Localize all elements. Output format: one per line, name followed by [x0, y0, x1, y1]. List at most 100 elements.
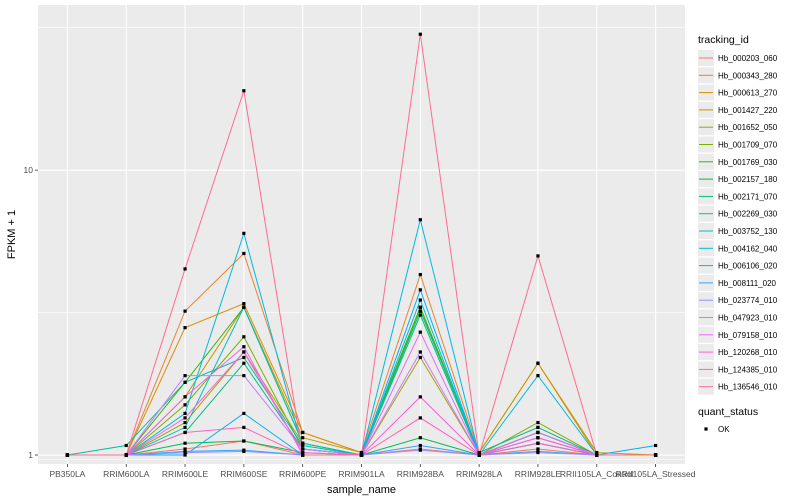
data-point — [419, 436, 422, 439]
data-point — [242, 412, 245, 415]
legend-label: Hb_000613_270 — [718, 89, 778, 98]
data-point — [536, 451, 539, 454]
x-tick-label: RRII105LA_Stressed — [616, 469, 696, 479]
data-point — [419, 273, 422, 276]
shape-legend-label: OK — [718, 425, 730, 434]
x-tick-label: RRIM928LE — [515, 469, 562, 479]
data-point — [301, 453, 304, 456]
data-point — [536, 431, 539, 434]
data-point — [536, 362, 539, 365]
data-point — [419, 306, 422, 309]
data-point — [419, 444, 422, 447]
x-tick-label: PB350LA — [49, 469, 85, 479]
x-tick-label: RRIM600PE — [279, 469, 327, 479]
legend-label: Hb_000343_280 — [718, 71, 778, 80]
data-point — [419, 310, 422, 313]
data-point — [360, 453, 363, 456]
data-point — [419, 218, 422, 221]
x-tick-label: RRIM928LA — [456, 469, 503, 479]
legend-label: Hb_002157_180 — [718, 175, 778, 184]
data-point — [183, 374, 186, 377]
data-point — [183, 431, 186, 434]
data-point — [242, 450, 245, 453]
data-point — [419, 331, 422, 334]
legend-label: Hb_004162_040 — [718, 244, 778, 253]
x-axis-title: sample_name — [327, 484, 396, 496]
legend-label: Hb_124385_010 — [718, 365, 778, 374]
legend-label: Hb_047923_010 — [718, 314, 778, 323]
data-point — [536, 426, 539, 429]
legend-label: Hb_001709_070 — [718, 141, 778, 150]
data-point — [242, 350, 245, 353]
data-point — [419, 33, 422, 36]
data-point — [183, 451, 186, 454]
data-point — [183, 403, 186, 406]
legend-label: Hb_000203_060 — [718, 54, 778, 63]
data-point — [419, 350, 422, 353]
data-point — [419, 395, 422, 398]
legend-label: Hb_079158_010 — [718, 331, 778, 340]
data-point — [183, 395, 186, 398]
legend-label: Hb_001769_030 — [718, 158, 778, 167]
data-point — [125, 453, 128, 456]
data-point — [301, 431, 304, 434]
legend-label: Hb_008111_020 — [718, 279, 777, 288]
data-point — [242, 362, 245, 365]
x-tick-label: RRIM928BA — [397, 469, 445, 479]
y-axis-title: FPKM + 1 — [6, 210, 18, 259]
data-point — [478, 453, 481, 456]
data-point — [419, 356, 422, 359]
data-point — [66, 453, 69, 456]
legend-label: Hb_006106_020 — [718, 262, 778, 271]
data-point — [595, 453, 598, 456]
legend-label: Hb_001427_220 — [718, 106, 778, 115]
data-point — [536, 442, 539, 445]
legend-title: tracking_id — [698, 34, 749, 46]
data-point — [419, 416, 422, 419]
data-point — [419, 313, 422, 316]
x-tick-label: RRIM901LA — [338, 469, 385, 479]
data-point — [242, 335, 245, 338]
data-point — [183, 426, 186, 429]
y-tick-label: 10 — [24, 165, 34, 175]
data-point — [654, 444, 657, 447]
data-point — [242, 439, 245, 442]
data-point — [183, 416, 186, 419]
legend-label: Hb_023774_010 — [718, 296, 778, 305]
data-point — [242, 252, 245, 255]
data-point — [183, 381, 186, 384]
data-point — [242, 302, 245, 305]
x-tick-label: RRIM600SE — [220, 469, 268, 479]
data-point — [301, 436, 304, 439]
data-point — [536, 421, 539, 424]
data-point — [242, 356, 245, 359]
data-point — [536, 436, 539, 439]
legend-label: Hb_136546_010 — [718, 383, 778, 392]
data-point — [654, 453, 657, 456]
data-point — [242, 306, 245, 309]
x-tick-label: RRIM600LE — [162, 469, 209, 479]
x-tick-label: RRIM600LA — [103, 469, 150, 479]
data-point — [183, 412, 186, 415]
legend-label: Hb_120268_010 — [718, 348, 778, 357]
data-point — [419, 298, 422, 301]
legend-label: Hb_002171_070 — [718, 192, 778, 201]
data-point — [183, 267, 186, 270]
data-point — [536, 374, 539, 377]
data-point — [301, 442, 304, 445]
data-point — [419, 288, 422, 291]
data-point — [183, 421, 186, 424]
data-point — [536, 254, 539, 257]
data-point — [125, 444, 128, 447]
shape-legend-title: quant_status — [698, 406, 758, 418]
data-point — [183, 326, 186, 329]
data-point — [419, 449, 422, 452]
data-point — [183, 310, 186, 313]
legend-label: Hb_003752_130 — [718, 227, 778, 236]
data-point — [183, 442, 186, 445]
legend-label: Hb_001652_050 — [718, 123, 778, 132]
data-point — [242, 89, 245, 92]
shape-legend-square — [704, 427, 707, 430]
data-point — [242, 232, 245, 235]
